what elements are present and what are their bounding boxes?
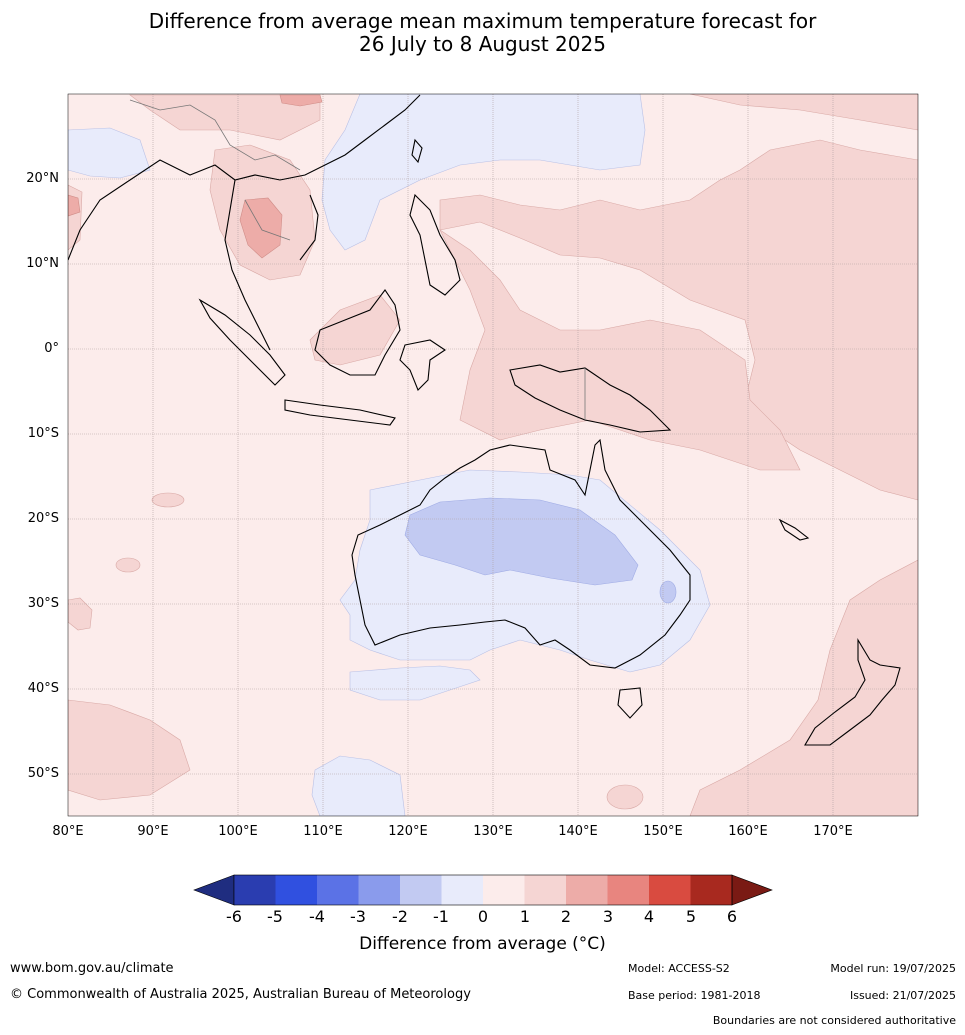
colorbar-segment <box>524 875 567 905</box>
colorbar <box>193 874 773 906</box>
colorbar-tick: 3 <box>602 907 614 926</box>
anomaly-region-cool <box>68 127 151 179</box>
colorbar-tick: 6 <box>726 907 738 926</box>
australia-coastline <box>351 438 691 669</box>
issued-text: Issued: 21/07/2025 <box>849 989 956 1002</box>
sumatra-coastline <box>198 298 286 386</box>
colorbar-tick: -4 <box>309 907 325 926</box>
borneo-coastline <box>314 289 401 376</box>
anomaly-region-warm <box>68 184 83 251</box>
lon-label-160e: 160°E <box>728 824 768 839</box>
anomaly-region-warm <box>68 699 191 801</box>
anomaly-region-cooler <box>404 497 639 586</box>
indochina-coastline <box>224 179 319 351</box>
map-frame <box>67 93 919 817</box>
anomaly-region-warm <box>439 94 918 816</box>
lon-label-170e: 170°E <box>813 824 853 839</box>
model-run-text: Model run: 19/07/2025 <box>830 962 956 975</box>
colorbar-segment <box>358 875 401 905</box>
anomaly-region-cool <box>349 665 481 701</box>
colorbar-segment <box>690 875 733 905</box>
lat-label-10n: 10°N <box>26 256 59 271</box>
lon-label-100e: 100°E <box>218 824 258 839</box>
sulawesi-coastline <box>399 339 446 391</box>
colorbar-tick: 4 <box>643 907 655 926</box>
new-caledonia-coastline <box>778 518 810 541</box>
lon-label-130e: 130°E <box>473 824 513 839</box>
new-guinea-coastline <box>509 364 672 433</box>
lat-label-40s: 40°S <box>27 681 59 696</box>
lat-label-50s: 50°S <box>27 766 59 781</box>
lon-label-140e: 140°E <box>558 824 598 839</box>
coastlines <box>68 94 901 746</box>
philippines-coastline <box>409 193 461 296</box>
anomaly-region-cooler <box>659 580 677 604</box>
colorbar-tick: -5 <box>267 907 283 926</box>
colorbar-tick: -3 <box>350 907 366 926</box>
anomaly-region-warmer <box>279 94 323 107</box>
new-zealand-coastline <box>804 638 901 746</box>
colorbar-extend-low <box>193 874 235 906</box>
colorbar-tick: 0 <box>477 907 489 926</box>
colorbar-segment <box>483 875 525 905</box>
colorbar-outline <box>233 874 733 906</box>
colorbar-segment <box>317 875 359 905</box>
lon-label-110e: 110°E <box>303 824 343 839</box>
copyright-text: © Commonwealth of Australia 2025, Austra… <box>10 987 471 1002</box>
colorbar-tick: -2 <box>392 907 408 926</box>
map-area <box>68 94 918 816</box>
anomaly-region-warm <box>439 229 801 471</box>
lat-label-20n: 20°N <box>26 171 59 186</box>
website-link[interactable]: www.bom.gov.au/climate <box>10 961 174 976</box>
java-coastline <box>284 399 396 426</box>
map-title: Difference from average mean maximum tem… <box>0 10 965 56</box>
lat-label-20s: 20°S <box>27 511 59 526</box>
colorbar-segment <box>649 875 691 905</box>
lon-label-120e: 120°E <box>388 824 428 839</box>
colorbar-segment <box>400 875 442 905</box>
lon-label-150e: 150°E <box>643 824 683 839</box>
colorbar-tick: -6 <box>226 907 242 926</box>
colorbar-segment <box>234 875 276 905</box>
country-border <box>129 99 586 420</box>
colorbar-segment <box>441 875 484 905</box>
graticule <box>68 94 918 816</box>
colorbar-tick: 2 <box>560 907 572 926</box>
colorbar-segment <box>566 875 608 905</box>
lat-label-0: 0° <box>44 341 59 356</box>
anomaly-region-warm <box>68 597 93 631</box>
anomaly-region-warmer <box>68 194 81 217</box>
colorbar-label: Difference from average (°C) <box>359 934 606 954</box>
anomaly-region-warm <box>151 492 185 508</box>
anomaly-region-warm <box>115 557 141 573</box>
disclaimer-text: Boundaries are not considered authoritat… <box>712 1014 956 1027</box>
colorbar-tick: -1 <box>433 907 449 926</box>
model-text: Model: ACCESS-S2 <box>628 962 730 975</box>
colorbar-extend-high <box>731 874 773 906</box>
title-line-1: Difference from average mean maximum tem… <box>148 9 817 33</box>
taiwan-coastline <box>411 138 423 164</box>
tasmania-coastline <box>617 687 643 719</box>
colorbar-segment <box>607 875 650 905</box>
lat-label-10s: 10°S <box>27 426 59 441</box>
title-line-2: 26 July to 8 August 2025 <box>359 32 606 56</box>
base-period-text: Base period: 1981-2018 <box>628 989 761 1002</box>
lat-label-30s: 30°S <box>27 596 59 611</box>
borders <box>129 99 586 420</box>
anomaly-region-cool <box>311 755 406 816</box>
anomaly-region-warm <box>606 784 644 810</box>
anomaly-region-warm <box>309 294 401 366</box>
mainland-asia-coastline <box>68 94 421 261</box>
lon-label-90e: 90°E <box>137 824 169 839</box>
lon-label-80e: 80°E <box>52 824 84 839</box>
colorbar-segment <box>275 875 318 905</box>
colorbar-tick: 1 <box>519 907 531 926</box>
colorbar-tick: 5 <box>685 907 697 926</box>
